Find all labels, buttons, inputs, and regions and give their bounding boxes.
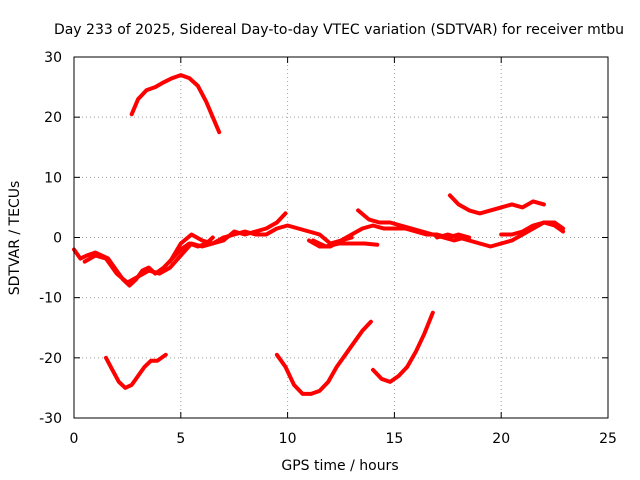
series-line-arc-13 <box>274 319 373 396</box>
x-tick-label: 5 <box>176 431 185 447</box>
x-tick-label: 20 <box>492 431 510 447</box>
y-tick-label: 10 <box>44 170 62 186</box>
x-axis-label: GPS time / hours <box>281 458 398 474</box>
y-tick-label: 0 <box>53 231 62 247</box>
y-tick-label: -30 <box>39 411 62 427</box>
plot-series <box>72 73 566 396</box>
y-tick-label: -10 <box>39 291 62 307</box>
y-axis-label: SDTVAR / TECUs <box>7 181 23 296</box>
series-line-arc-11 <box>447 193 546 216</box>
series-line-arc-10 <box>499 220 566 237</box>
series-line-arc-3 <box>82 235 226 285</box>
chart-title: Day 233 of 2025, Sidereal Day-to-day VTE… <box>54 22 624 38</box>
series-line-arc-14 <box>371 310 435 384</box>
x-tick-label: 25 <box>599 431 617 447</box>
series-line-arc-7 <box>311 238 380 249</box>
x-tick-label: 10 <box>279 431 297 447</box>
y-tick-label: -20 <box>39 351 62 367</box>
x-tick-label: 0 <box>70 431 79 447</box>
y-tick-label: 30 <box>44 50 62 66</box>
y-tick-label: 20 <box>44 110 62 126</box>
axis-ticks: 0 5 10 15 20 25 -30 -20 -10 0 10 20 30 <box>39 50 617 447</box>
series-line-arc-8 <box>356 208 467 243</box>
series-line-arc-12 <box>104 352 168 390</box>
x-tick-label: 15 <box>385 431 403 447</box>
series-line-arc-1 <box>129 73 222 135</box>
